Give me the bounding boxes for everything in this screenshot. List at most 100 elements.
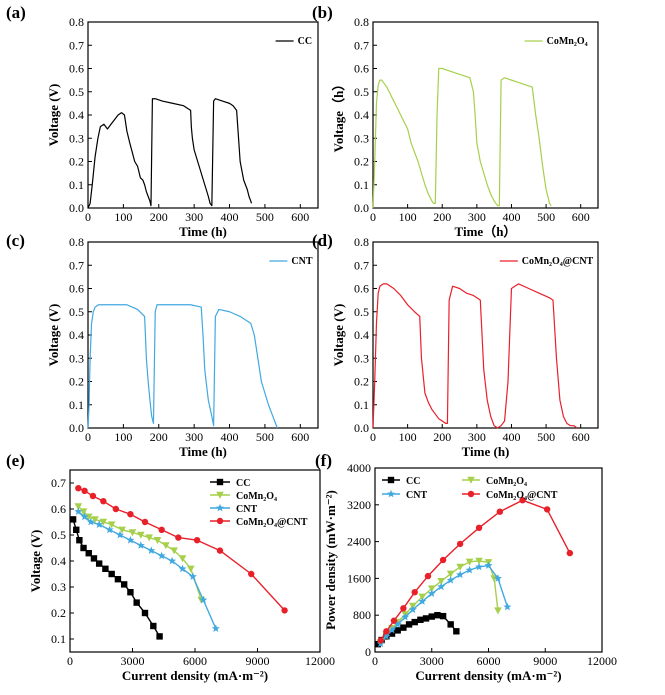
x-tick-label: 600 [572, 430, 590, 444]
legend-entry: CC [298, 36, 312, 47]
data-point [453, 628, 460, 635]
data-point [95, 520, 104, 528]
panel-c: 0 100 200 300 400 500 600 0.0 0.1 0.2 0.3 0.4 0.5 0.6… [6, 231, 319, 459]
y-tick-label: 0.5 [69, 305, 84, 319]
x-tick-label: 0 [370, 210, 376, 224]
data-point [80, 512, 89, 521]
data-point [394, 627, 401, 634]
legend-entry: CNT [291, 256, 312, 267]
x-tick-label: 0 [67, 654, 73, 668]
y-tick-label: 0.5 [51, 528, 66, 542]
data-point [147, 546, 156, 554]
data-point [281, 607, 288, 614]
x-tick-label: 100 [399, 430, 417, 444]
y-tick-label: 0.6 [354, 62, 369, 76]
y-tick-label: 0.3 [69, 351, 84, 365]
data-point [95, 560, 103, 567]
y-tick-label: 0.1 [51, 632, 66, 646]
y-tick-label: 0.4 [354, 108, 369, 122]
x-tick-label: 200 [433, 210, 451, 224]
data-point [411, 589, 418, 596]
legend-entry: CNT [236, 504, 257, 515]
plot-frame [372, 241, 599, 429]
legend-marker [387, 476, 395, 484]
x-axis-label: Time (h) [179, 444, 227, 459]
data-point [170, 547, 178, 555]
y-tick-label: 0.8 [69, 235, 84, 249]
data-point [475, 524, 483, 531]
series-3 [377, 497, 574, 644]
data-point [145, 534, 153, 542]
y-tick-label: 0.5 [354, 85, 369, 99]
y-tick-label: 0.6 [354, 282, 369, 296]
y-tick-label: 0.7 [51, 476, 66, 490]
x-tick-label: 3000 [121, 654, 145, 668]
x-axis-label: Time (h) [462, 444, 510, 459]
data-point [193, 537, 201, 544]
series-line [87, 304, 278, 429]
data-point [393, 620, 402, 628]
x-tick-label: 100 [399, 210, 417, 224]
data-point [437, 577, 446, 585]
legend-entry: CoMn₂O₄ [547, 36, 588, 47]
x-tick-label: 12000 [305, 654, 335, 668]
data-point [405, 621, 413, 628]
x-axis-label: Time (h) [179, 224, 227, 239]
legend-marker [216, 517, 224, 525]
y-tick-label: 0.4 [51, 554, 66, 568]
data-point [424, 572, 432, 580]
y-tick-label: 0.1 [69, 178, 84, 192]
y-tick-label: 0.3 [354, 131, 369, 145]
data-point [162, 542, 170, 550]
x-tick-label: 200 [433, 430, 451, 444]
data-point [178, 564, 187, 573]
data-point [175, 534, 182, 541]
data-point [105, 525, 114, 534]
data-point [446, 576, 455, 584]
data-point [456, 540, 464, 548]
y-tick-label: 1600 [347, 571, 371, 585]
y-tick-label: 0.2 [69, 375, 84, 389]
y-axis-label: Voltage (V) [46, 84, 61, 147]
x-tick-label: 400 [221, 430, 239, 444]
y-axis-label: Voltage (V) [46, 304, 61, 367]
y-tick-label: 3200 [347, 498, 371, 512]
y-tick-label: 0.3 [354, 351, 369, 365]
data-point [112, 505, 120, 513]
series-3 [75, 485, 288, 614]
y-tick-label: 0.5 [69, 85, 84, 99]
y-axis-label: Voltage (V) [331, 304, 346, 367]
y-tick-label: 0.2 [69, 155, 84, 169]
data-point [422, 615, 430, 622]
x-tick-label: 400 [502, 430, 520, 444]
data-point [465, 565, 474, 574]
data-point [401, 612, 410, 621]
panel-a: 0 100 200 300 400 500 600 0.0 0.1 0.2 0.3 0.4 0.5 0.6… [6, 3, 319, 239]
x-tick-label: 3000 [420, 654, 444, 668]
y-tick-label: 0.2 [354, 155, 369, 169]
legend-marker [387, 489, 395, 498]
y-tick-label: 0.8 [354, 235, 369, 249]
data-point [475, 562, 484, 571]
x-tick-label: 400 [221, 210, 239, 224]
series-line [77, 505, 202, 601]
y-tick-label: 0.8 [354, 15, 369, 29]
x-tick-label: 0 [85, 430, 91, 444]
data-point [137, 531, 145, 539]
x-tick-label: 600 [291, 210, 309, 224]
legend-marker [216, 478, 224, 486]
data-point [427, 585, 436, 593]
y-tick-label: 0.8 [69, 15, 84, 29]
y-tick-label: 0.6 [51, 502, 66, 516]
y-tick-label: 0.6 [69, 62, 84, 76]
data-point [447, 621, 454, 628]
x-tick-label: 9000 [246, 654, 270, 668]
data-point [89, 492, 97, 500]
data-point [434, 612, 441, 619]
data-point [408, 605, 417, 614]
y-tick-label: 0.3 [51, 580, 66, 594]
data-point [75, 485, 82, 492]
series-line [380, 499, 571, 641]
data-point [543, 506, 551, 513]
